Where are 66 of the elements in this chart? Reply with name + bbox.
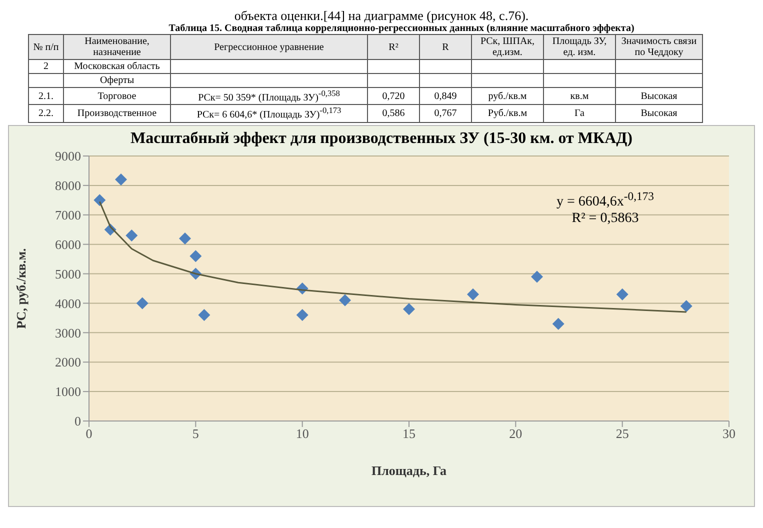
text: Таблица 15. Сводная таблица корреляционно-регрессионных данных (влияние масштабного эффекта) bbox=[168, 23, 636, 34]
text: 2.1. bbox=[28, 88, 64, 105]
y-tick-label: 9000 bbox=[55, 148, 81, 164]
y-tick-label: 3000 bbox=[55, 324, 81, 340]
text: № п/п bbox=[28, 34, 64, 60]
y-tick-label: 8000 bbox=[55, 178, 81, 193]
text: Площадь ЗУ, ед. изм. bbox=[544, 34, 616, 60]
text: Значимость связи по Чеддоку bbox=[616, 34, 702, 60]
point bbox=[136, 296, 148, 309]
text: 2.2. bbox=[28, 104, 64, 122]
text: Торговое bbox=[64, 88, 170, 105]
point bbox=[680, 300, 692, 312]
point bbox=[190, 250, 202, 262]
point bbox=[126, 229, 138, 242]
point bbox=[531, 270, 543, 282]
text: R² bbox=[368, 34, 420, 60]
point bbox=[179, 232, 191, 244]
y-tick-label: 5000 bbox=[55, 266, 81, 282]
y-tick-label: 1000 bbox=[55, 384, 81, 399]
text: Оферты bbox=[64, 74, 170, 88]
text: Московская область bbox=[64, 60, 170, 74]
x-tick-label: 10 bbox=[296, 426, 309, 441]
x-tick-label: 5 bbox=[192, 426, 199, 441]
x-tick-label: 30 bbox=[722, 426, 736, 441]
text: Га bbox=[544, 104, 616, 122]
x-tick-label: 15 bbox=[402, 426, 416, 441]
y-tick-label: 6000 bbox=[55, 236, 81, 252]
point bbox=[552, 317, 564, 330]
text: 0,586 bbox=[368, 104, 420, 122]
x-tick-label: 20 bbox=[509, 426, 522, 441]
text: объекта оценки.[44] на диаграмме (рисунок 48, с.76). bbox=[233, 8, 530, 23]
text: РСк, ШПАк, ед.изм. bbox=[472, 34, 544, 60]
y-tick-label: 2000 bbox=[55, 354, 81, 370]
chart-title: Масштабный эффект для производственных ЗУ (15-30 км. от МКАД) bbox=[130, 128, 634, 148]
text: РСк= 50 359* (Площадь ЗУ)$^{-0,358}$ bbox=[170, 88, 368, 105]
text: Производственное bbox=[64, 104, 170, 122]
text: кв.м bbox=[544, 88, 616, 105]
text: 0,720 bbox=[368, 88, 420, 105]
text: Регрессионное уравнение bbox=[170, 34, 368, 60]
text: РСк= 6 604,6* (Площадь ЗУ)$^{-0,173}$ bbox=[170, 104, 368, 122]
text: Руб./кв.м bbox=[472, 104, 544, 122]
point bbox=[339, 294, 351, 306]
y-tick-label: 4000 bbox=[55, 295, 81, 310]
text: Высокая bbox=[616, 88, 702, 105]
x-tick-label: 0 bbox=[86, 426, 92, 441]
point bbox=[467, 288, 479, 300]
y-tick-label: 7000 bbox=[55, 207, 81, 222]
point bbox=[296, 308, 308, 321]
x-tick-label: 25 bbox=[616, 426, 629, 441]
y-tick-label: 0 bbox=[74, 413, 81, 428]
annotation: R² = 0,5863 bbox=[570, 210, 640, 228]
y-axis-title: РС, руб./кв.м. bbox=[14, 248, 29, 328]
annotation: y = 6604,6x$^{-0,173}$ bbox=[556, 188, 654, 210]
text: руб./кв.м bbox=[472, 88, 544, 105]
text: Наименование, назначение bbox=[64, 34, 170, 60]
point bbox=[198, 308, 210, 321]
point bbox=[94, 194, 106, 206]
point bbox=[403, 302, 415, 315]
text: Высокая bbox=[616, 104, 702, 122]
text: 0,767 bbox=[420, 104, 472, 122]
x-axis-title: Площадь, Га bbox=[372, 462, 447, 478]
point bbox=[616, 288, 628, 300]
text: 0,849 bbox=[420, 88, 472, 105]
text: R bbox=[420, 34, 472, 60]
point bbox=[115, 173, 127, 186]
text: 2 bbox=[28, 60, 64, 74]
